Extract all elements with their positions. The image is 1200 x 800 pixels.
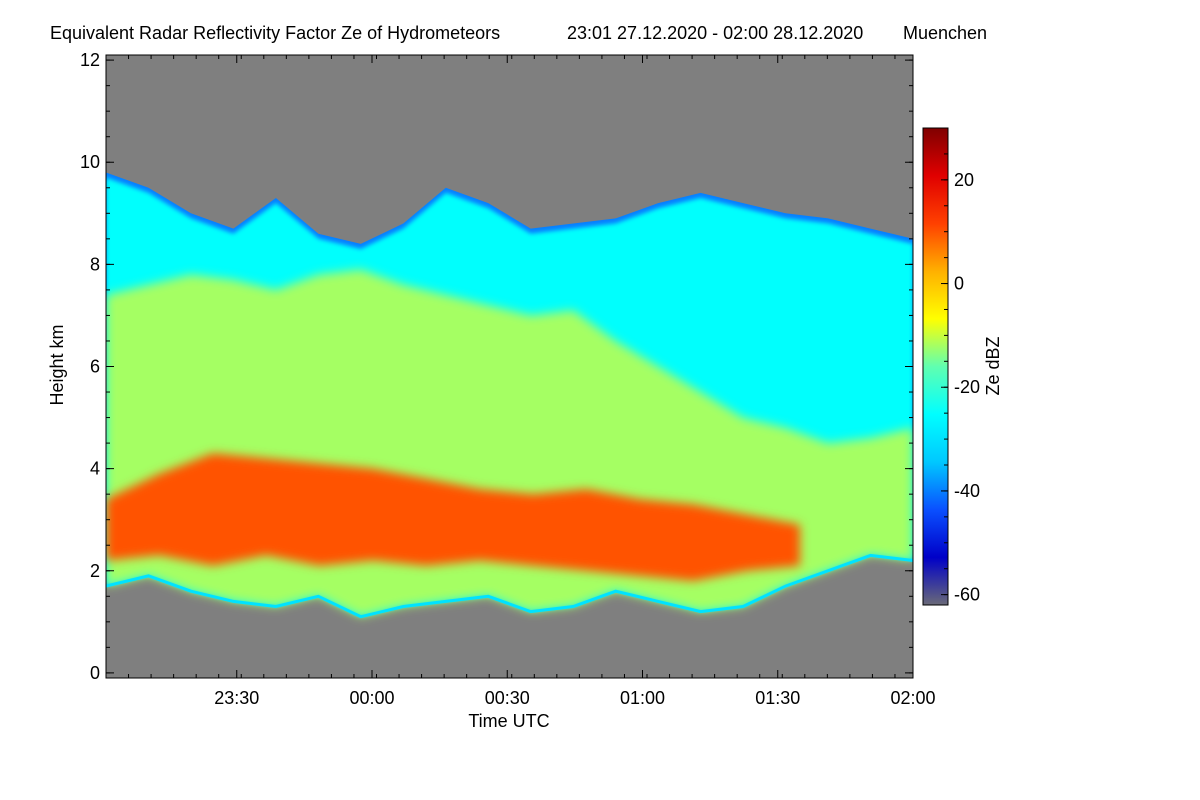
reflectivity-field: [106, 172, 913, 619]
region-melting-layer-band: [106, 453, 800, 581]
x-tick-label: 00:30: [485, 688, 530, 708]
region-cloud-base: [106, 553, 913, 619]
colorbar: [922, 127, 949, 606]
colorbar-tick-label: -40: [954, 481, 980, 501]
colorbar-label: Ze dBZ: [983, 336, 1003, 395]
x-tick-label: 23:30: [214, 688, 259, 708]
x-tick-label: 01:00: [620, 688, 665, 708]
y-tick-label: 4: [90, 459, 100, 479]
chart-title: Equivalent Radar Reflectivity Factor Ze …: [50, 23, 500, 43]
chart-time-range: 23:01 27.12.2020 - 02:00 28.12.2020: [567, 23, 863, 43]
x-tick-label: 01:30: [755, 688, 800, 708]
y-axis: 0 2 4 6 8 10 12: [80, 50, 913, 683]
y-tick-label: 2: [90, 561, 100, 581]
y-axis-label: Height km: [47, 324, 67, 405]
colorbar-tick-label: -20: [954, 377, 980, 397]
x-axis: 23:30 00:00 00:30 01:00 01:30 02:00: [105, 55, 936, 708]
y-tick-label: 0: [90, 663, 100, 683]
colorbar-tick-label: 20: [954, 170, 974, 190]
y-tick-label: 6: [90, 357, 100, 377]
colorbar-tick-label: 0: [954, 274, 964, 294]
y-tick-label: 8: [90, 254, 100, 274]
colorbar-tick-label: -60: [954, 585, 980, 605]
x-axis-label: Time UTC: [468, 711, 549, 731]
colorbar-axis: 20 0 -20 -40 -60: [941, 127, 980, 605]
y-tick-label: 12: [80, 50, 100, 70]
x-tick-label: 00:00: [349, 688, 394, 708]
y-tick-label: 10: [80, 152, 100, 172]
x-tick-label: 02:00: [890, 688, 935, 708]
chart-location: Muenchen: [903, 23, 987, 43]
